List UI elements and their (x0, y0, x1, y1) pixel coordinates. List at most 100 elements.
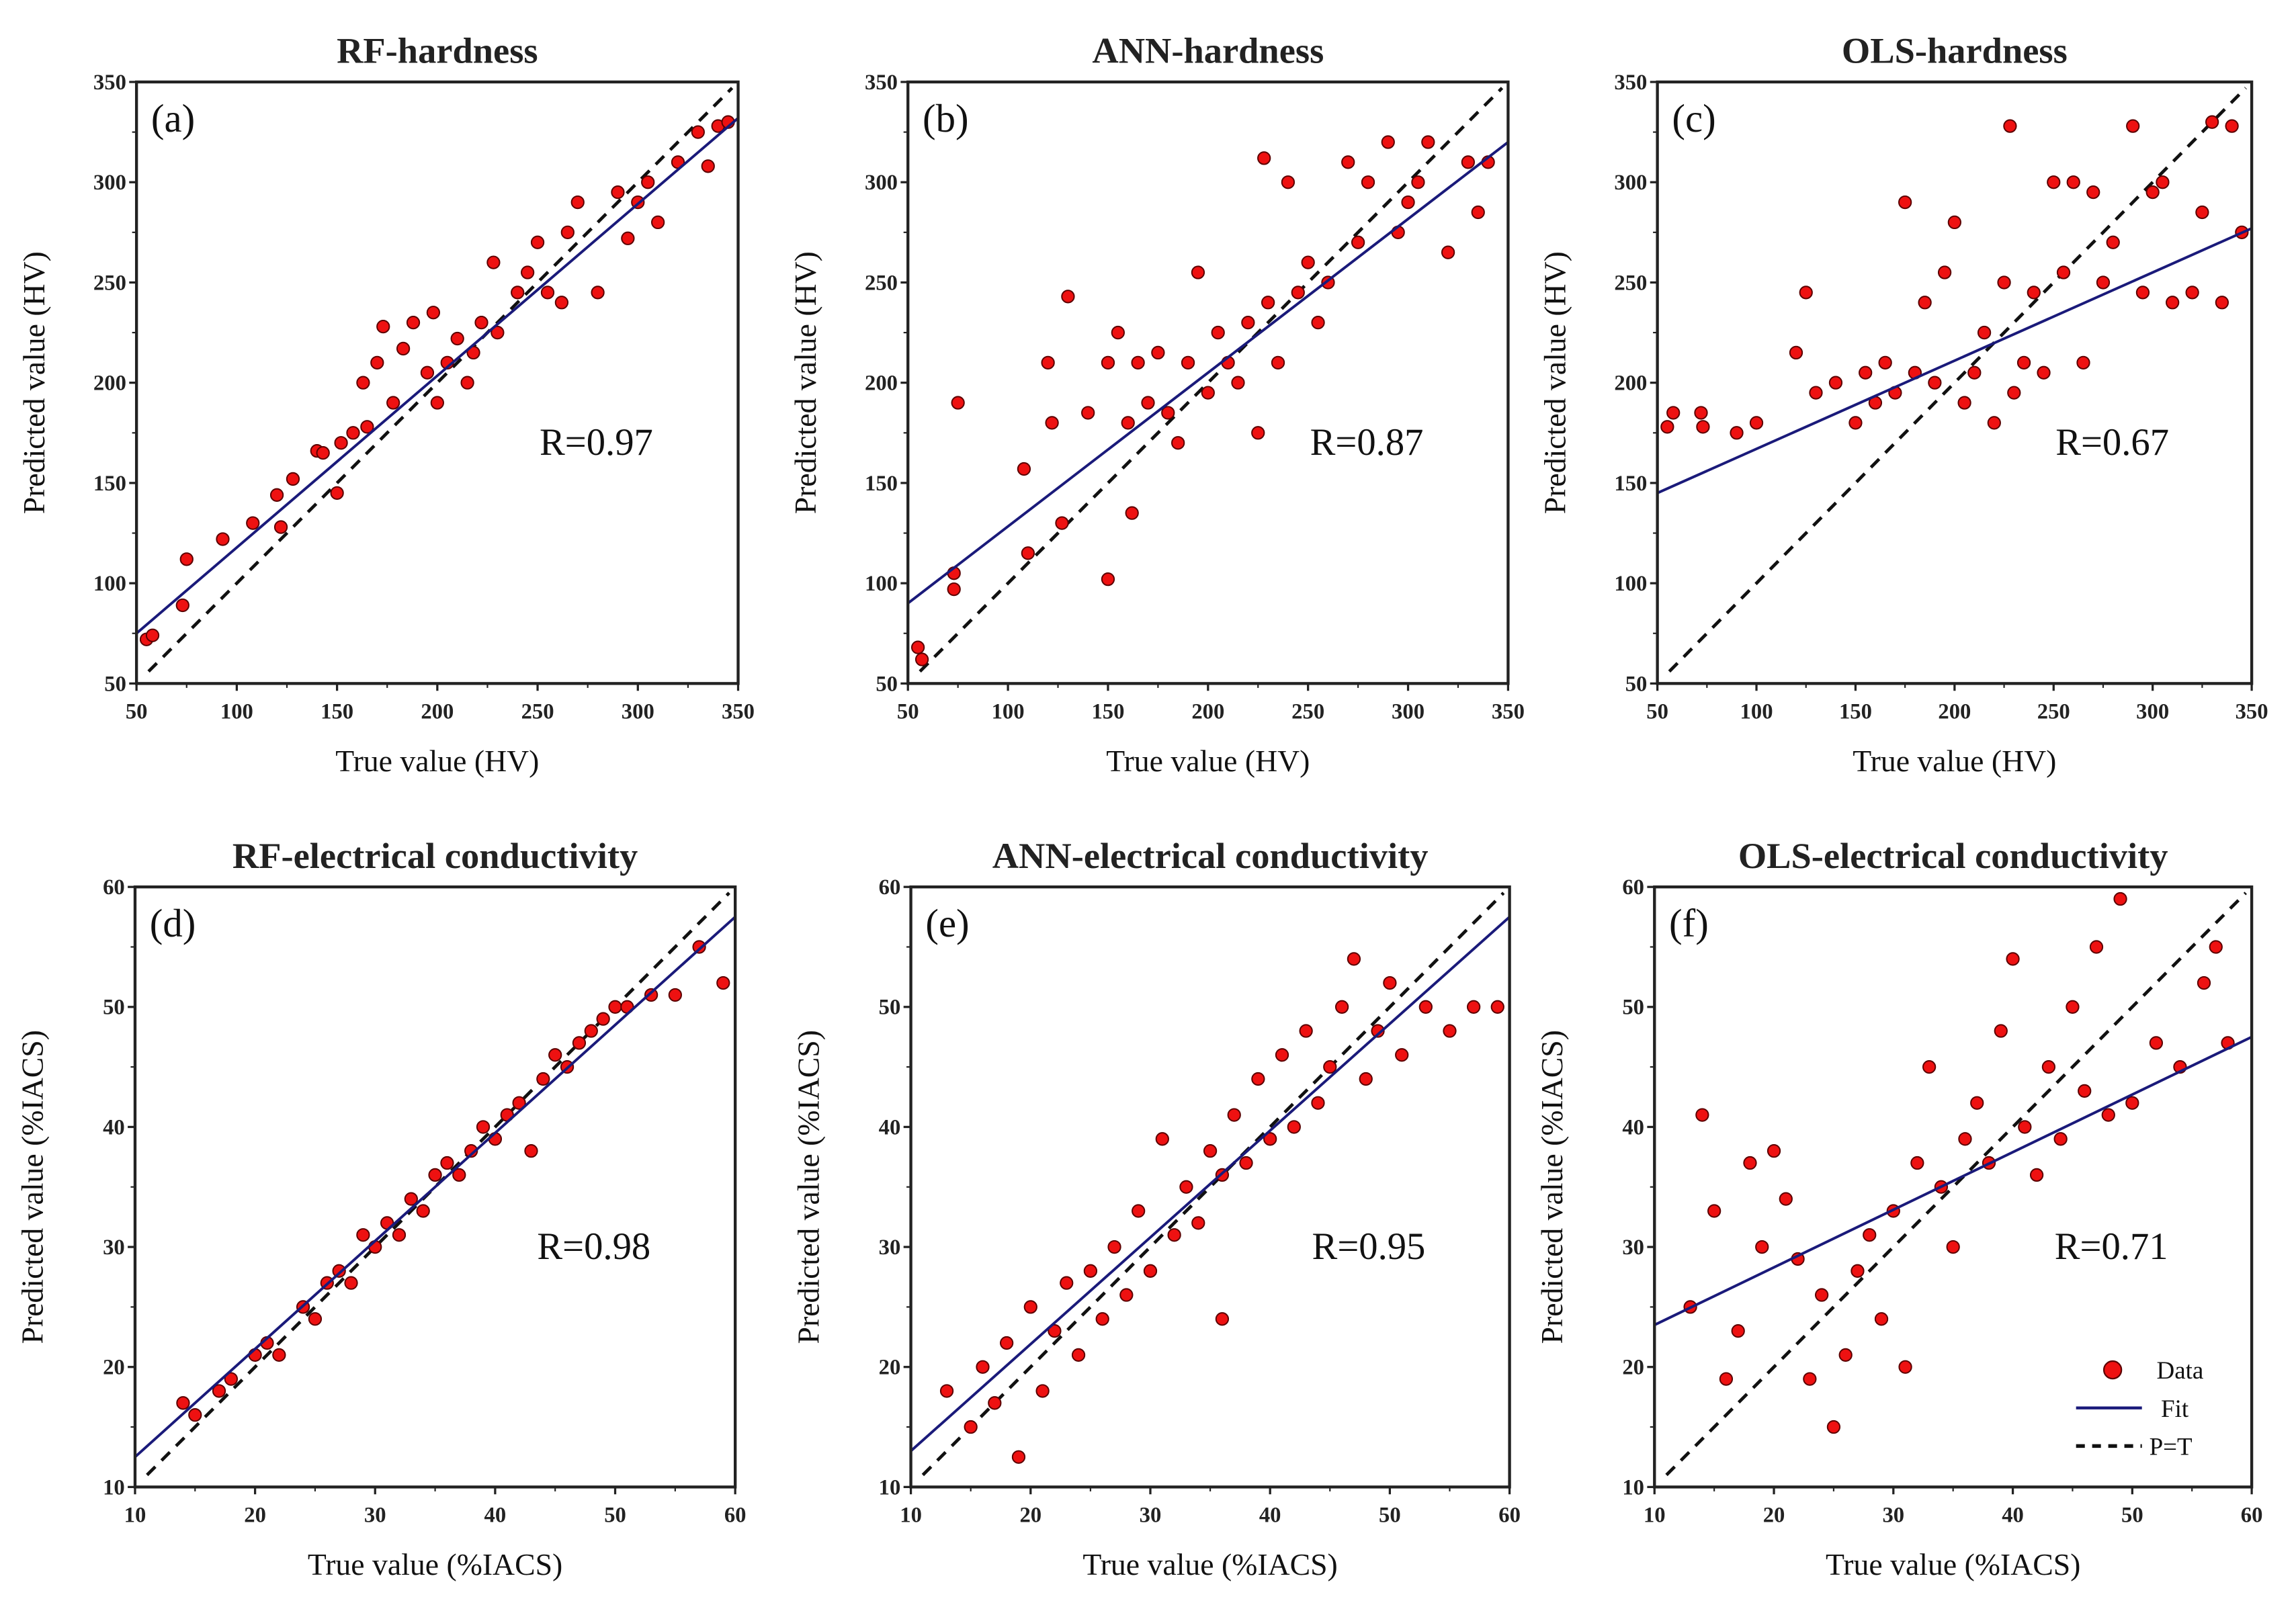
data-point (1143, 1264, 1158, 1278)
data-point (1848, 416, 1863, 430)
data-point (188, 1408, 202, 1422)
x-axis-label: True value (HV) (335, 744, 539, 778)
data-point (651, 215, 665, 230)
data-point (1977, 325, 1992, 340)
data-point (1131, 355, 1145, 370)
data-point (2209, 940, 2223, 954)
data-point (1239, 1156, 1253, 1170)
data-point (2101, 1108, 2115, 1122)
data-point (2018, 1120, 2032, 1134)
data-point (1060, 1276, 1074, 1290)
data-point (2076, 355, 2090, 370)
data-point (2135, 286, 2150, 300)
data-point (1461, 155, 1475, 169)
data-point (1045, 416, 1059, 430)
data-point (1937, 265, 1952, 279)
data-point (1471, 205, 1485, 220)
legend-fit-label: Fit (2161, 1395, 2189, 1423)
data-point (360, 420, 374, 434)
data-point (641, 175, 655, 189)
data-point (540, 286, 555, 300)
data-point (392, 1228, 407, 1242)
plot-frame (909, 885, 1511, 1489)
data-point (1251, 426, 1265, 440)
data-point (1859, 365, 1873, 380)
x-tick-label: 20 (1763, 1504, 1785, 1528)
data-point (621, 231, 635, 245)
data-point (1251, 1072, 1265, 1086)
y-tick-label: 50 (1622, 996, 1644, 1020)
data-point (1803, 1372, 1817, 1386)
data-point (1467, 1000, 1481, 1014)
data-point (511, 286, 525, 300)
data-point (1101, 355, 1115, 370)
data-point (474, 316, 488, 330)
data-point (608, 1000, 622, 1014)
data-point (910, 640, 925, 654)
y-tick-label: 30 (103, 1235, 125, 1260)
x-tick-label: 60 (1498, 1504, 1521, 1528)
data-point (1017, 462, 1031, 476)
panel-label: (f) (1669, 902, 1709, 945)
r-value-label: R=0.98 (537, 1226, 650, 1268)
data-point (1155, 1132, 1169, 1146)
identity-line (1665, 892, 2247, 1477)
data-point (1401, 195, 1415, 210)
data-point (2125, 1096, 2139, 1110)
y-tick-label: 300 (93, 171, 126, 195)
data-point (1767, 1144, 1781, 1158)
data-point (212, 1384, 226, 1398)
data-point (1851, 1264, 1865, 1278)
data-point (1731, 1324, 1745, 1338)
data-point (491, 325, 505, 340)
x-tick-label: 200 (1938, 700, 1971, 724)
data-point (1694, 406, 1708, 420)
x-tick-label: 40 (2002, 1504, 2024, 1528)
data-point (2047, 175, 2061, 189)
data-point (1227, 1108, 1241, 1122)
y-tick-label: 50 (104, 672, 126, 696)
y-axis-label: Predicted value (%IACS) (15, 1030, 50, 1344)
data-point (1958, 1132, 1972, 1146)
data-point (452, 1168, 466, 1182)
data-point (224, 1372, 239, 1386)
data-point (1275, 1048, 1289, 1062)
data-point (272, 1348, 286, 1362)
identity-line (147, 87, 734, 673)
data-point (1928, 376, 1942, 390)
data-point (428, 1168, 442, 1182)
x-tick-label: 100 (992, 700, 1025, 724)
data-point (1994, 1024, 2008, 1038)
plot-frame (1653, 885, 2254, 1489)
data-point (2096, 275, 2111, 290)
legend: Data Fit P=T (2076, 1357, 2203, 1461)
y-tick-label: 40 (103, 1115, 125, 1139)
data-point (426, 306, 440, 320)
data-point (2016, 355, 2031, 370)
legend-identity-label: P=T (2150, 1433, 2193, 1461)
data-point (2225, 119, 2239, 133)
chart-title: ANN-hardness (1092, 30, 1324, 71)
data-point (2156, 175, 2170, 189)
data-point (486, 255, 501, 269)
data-point (1323, 1060, 1337, 1074)
data-point (1997, 275, 2011, 290)
data-point (1061, 290, 1075, 304)
data-point (2113, 892, 2127, 906)
data-point (1695, 1108, 1709, 1122)
data-point (330, 486, 344, 500)
chart-title: RF-hardness (337, 30, 538, 71)
x-tick-label: 100 (220, 700, 253, 724)
y-tick-label: 250 (1614, 271, 1647, 295)
data-point (2145, 185, 2160, 200)
data-point (1101, 572, 1115, 587)
legend-data-label: Data (2156, 1357, 2203, 1385)
data-point (416, 1204, 430, 1218)
y-tick-label: 300 (865, 171, 898, 195)
fit-line (134, 916, 736, 1459)
x-tick-label: 30 (1882, 1504, 1904, 1528)
data-point (1826, 1420, 1841, 1434)
data-point (1291, 286, 1305, 300)
x-tick-label: 50 (897, 700, 919, 724)
